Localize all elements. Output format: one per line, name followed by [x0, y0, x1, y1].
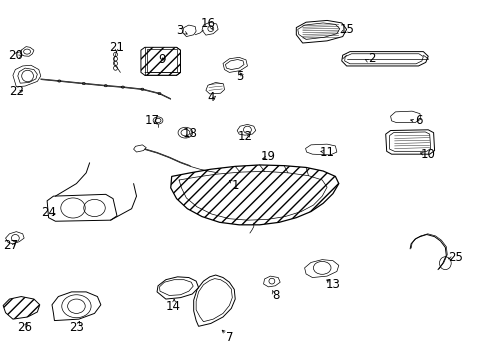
Text: 13: 13 — [325, 278, 341, 291]
Text: 4: 4 — [207, 91, 215, 104]
Text: 10: 10 — [421, 148, 436, 161]
Text: 19: 19 — [261, 150, 276, 163]
Text: 7: 7 — [225, 330, 233, 343]
Polygon shape — [171, 165, 339, 225]
Text: 25: 25 — [448, 251, 463, 264]
Text: 20: 20 — [8, 49, 23, 62]
Text: 22: 22 — [9, 85, 24, 98]
Text: 16: 16 — [201, 17, 216, 30]
Text: 14: 14 — [165, 300, 180, 313]
Polygon shape — [141, 47, 180, 75]
Text: 17: 17 — [145, 114, 160, 127]
Text: 21: 21 — [109, 41, 124, 54]
Text: 11: 11 — [319, 145, 335, 158]
Text: 23: 23 — [69, 321, 84, 334]
Text: 18: 18 — [183, 127, 197, 140]
Bar — [147, 49, 176, 72]
Polygon shape — [3, 297, 40, 319]
Text: 1: 1 — [231, 179, 239, 192]
Text: 27: 27 — [3, 239, 18, 252]
Text: 8: 8 — [272, 289, 279, 302]
Text: 15: 15 — [340, 23, 355, 36]
Text: 26: 26 — [17, 321, 32, 334]
Text: 24: 24 — [41, 207, 56, 220]
Text: 9: 9 — [158, 53, 166, 66]
Text: 12: 12 — [238, 130, 252, 144]
Text: 2: 2 — [368, 52, 376, 65]
Text: 6: 6 — [415, 114, 422, 127]
Text: 3: 3 — [176, 24, 184, 37]
Text: 5: 5 — [237, 69, 244, 82]
